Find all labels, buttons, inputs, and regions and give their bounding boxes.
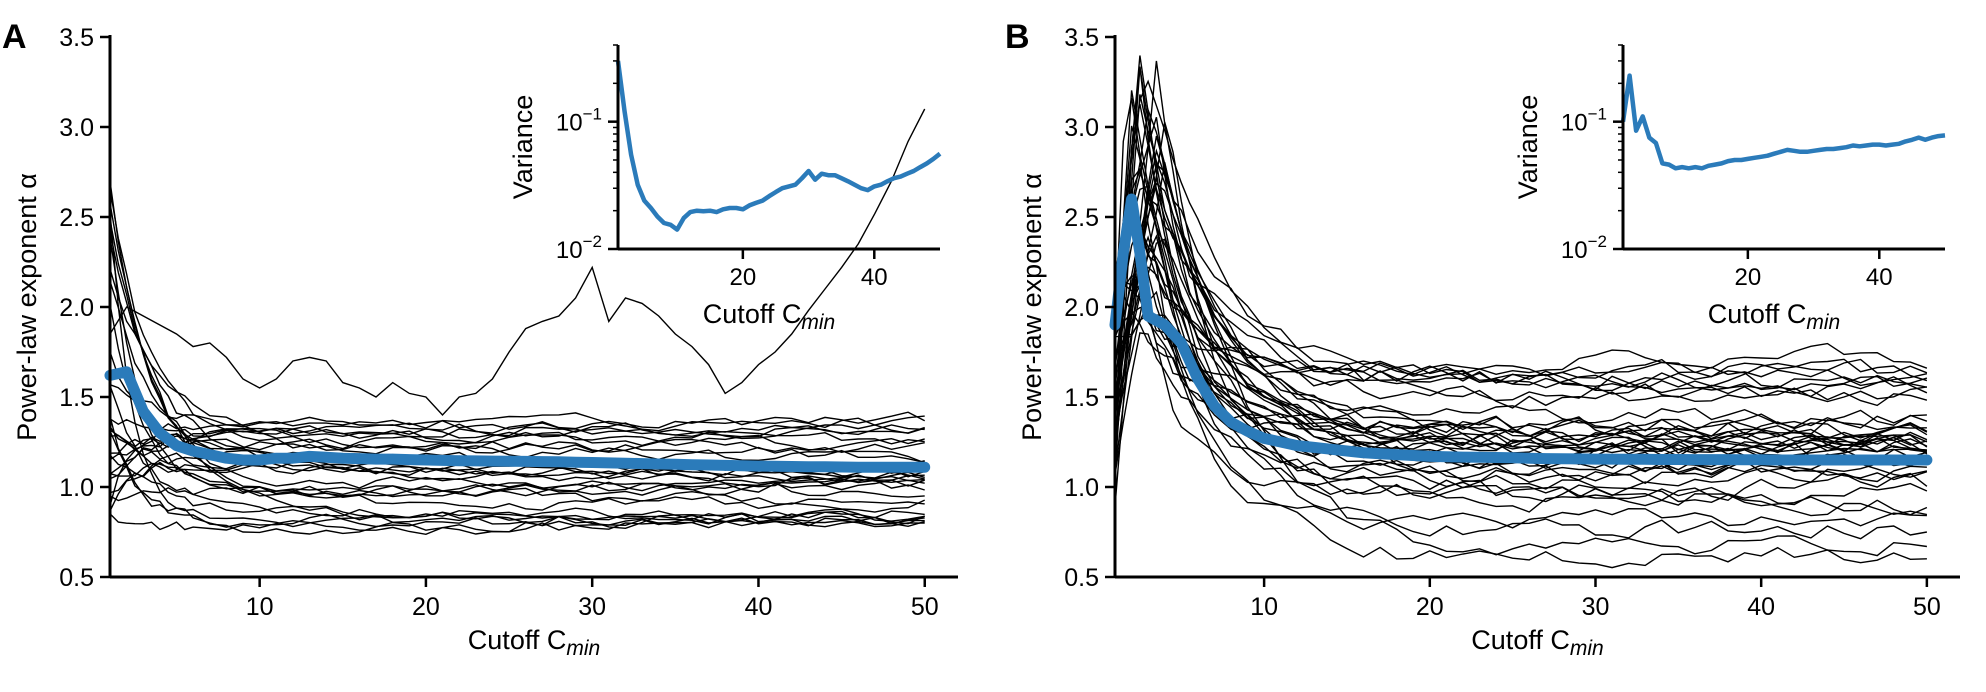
subject-trace-line [1114,182,1928,382]
subject-trace-line [109,415,925,528]
subject-trace-line [109,412,925,506]
subject-trace-line [109,454,925,527]
x-axis-label: Cutoff Cmin [468,625,600,660]
panel-a-chart: 0.5 1.0 1.5 2.0 2.5 3.0 3.5 10 20 30 40 50 Cutoff Cm… [12,24,958,660]
subject-trace-line [1114,148,1928,472]
subject-trace-line [109,461,925,494]
subject-trace-line [109,423,925,461]
subject-trace-line [1114,193,1927,569]
subject-trace-line [109,385,925,528]
x-tick-label: 10 [1250,593,1278,621]
inset-x-axis-label: Cutoff Cmin [703,299,835,334]
subject-trace-line [1114,66,1928,418]
y-tick-label: 3.0 [1064,114,1099,142]
variance-inset: 10−2 10−1 20 40 Cutoff Cmin Variance [1513,44,1946,334]
subject-trace-line [1114,211,1928,442]
mean-exponent-line [104,366,931,473]
variance-line [1620,73,1946,171]
inset-y-tick-label: 10−2 [556,232,602,264]
subject-trace-line [1114,135,1928,443]
subject-trace-line [1114,283,1928,438]
variance-line [615,60,942,232]
y-tick-label: 2.5 [59,204,94,232]
subject-trace-line [109,481,925,502]
inset-y-tick-label: 10−2 [1561,232,1607,264]
subject-trace-line [1114,266,1928,402]
x-tick-label: 10 [246,593,274,621]
variance-inset: 10−2 10−1 20 40 Cutoff Cmin Variance [508,44,942,334]
inset-x-tick-label: 20 [730,264,757,291]
subject-trace-line [1114,222,1928,407]
subject-trace-line [109,219,925,513]
x-tick-label: 30 [578,593,606,621]
subject-trace-line [1114,125,1927,531]
y-tick-label: 3.5 [59,24,94,52]
subject-trace-line [109,430,925,535]
subject-trace-line [1114,107,1928,463]
inset-y-axis-label: Variance [508,95,538,200]
y-tick-label: 3.5 [1064,24,1099,52]
y-axis-label: Power-law exponent α [1017,173,1047,441]
subject-trace-line [109,268,925,463]
subject-trace-line [1114,122,1927,557]
subject-trace-line [109,181,925,492]
subject-trace-line [1114,332,1928,503]
subject-trace-line [109,188,925,454]
subject-trace-line [109,231,925,475]
y-tick-label: 1.0 [1064,474,1099,502]
inset-x-axis-label: Cutoff Cmin [1708,299,1840,334]
y-tick-label: 0.5 [59,564,94,592]
inset-x-tick-label: 40 [1866,264,1893,291]
x-tick-label: 20 [1416,593,1444,621]
x-axis-label: Cutoff Cmin [1471,625,1603,660]
subject-trace-line [109,212,925,528]
x-tick-label: 30 [1582,593,1610,621]
x-tick-label: 40 [1747,593,1775,621]
subject-trace-line [1114,90,1928,517]
y-tick-label: 1.5 [59,384,94,412]
y-tick-label: 2.0 [59,294,94,322]
subject-trace-line [1114,169,1928,392]
y-tick-label: 2.5 [1064,204,1099,232]
x-tick-label: 40 [745,593,773,621]
y-tick-label: 2.0 [1064,294,1099,322]
subject-trace-line [1114,79,1928,409]
y-tick-label: 3.0 [59,114,94,142]
x-tick-label: 20 [412,593,440,621]
y-tick-label: 0.5 [1064,564,1099,592]
inset-x-tick-label: 40 [861,264,888,291]
inset-y-tick-label: 10−1 [1561,105,1607,137]
subject-trace-line [109,429,925,505]
panel-b-chart: 0.5 1.0 1.5 2.0 2.5 3.0 3.5 10 20 30 40 50 Cutoff Cm… [1017,24,1960,660]
outlier-trace-line [109,108,926,417]
inset-y-tick-label: 10−1 [556,105,602,137]
subject-trace-line [1114,167,1928,471]
subject-trace-line [1114,117,1927,429]
mean-exponent-line [1109,193,1933,466]
y-axis-label: Power-law exponent α [12,173,42,441]
x-tick-label: 50 [911,593,939,621]
panel-label-b: B [1005,18,1030,56]
y-tick-label: 1.5 [1064,384,1099,412]
panel-label-a: A [2,18,27,56]
y-tick-label: 1.0 [59,474,94,502]
x-tick-label: 50 [1913,593,1941,621]
inset-x-tick-label: 20 [1735,264,1762,291]
inset-y-axis-label: Variance [1513,95,1543,200]
